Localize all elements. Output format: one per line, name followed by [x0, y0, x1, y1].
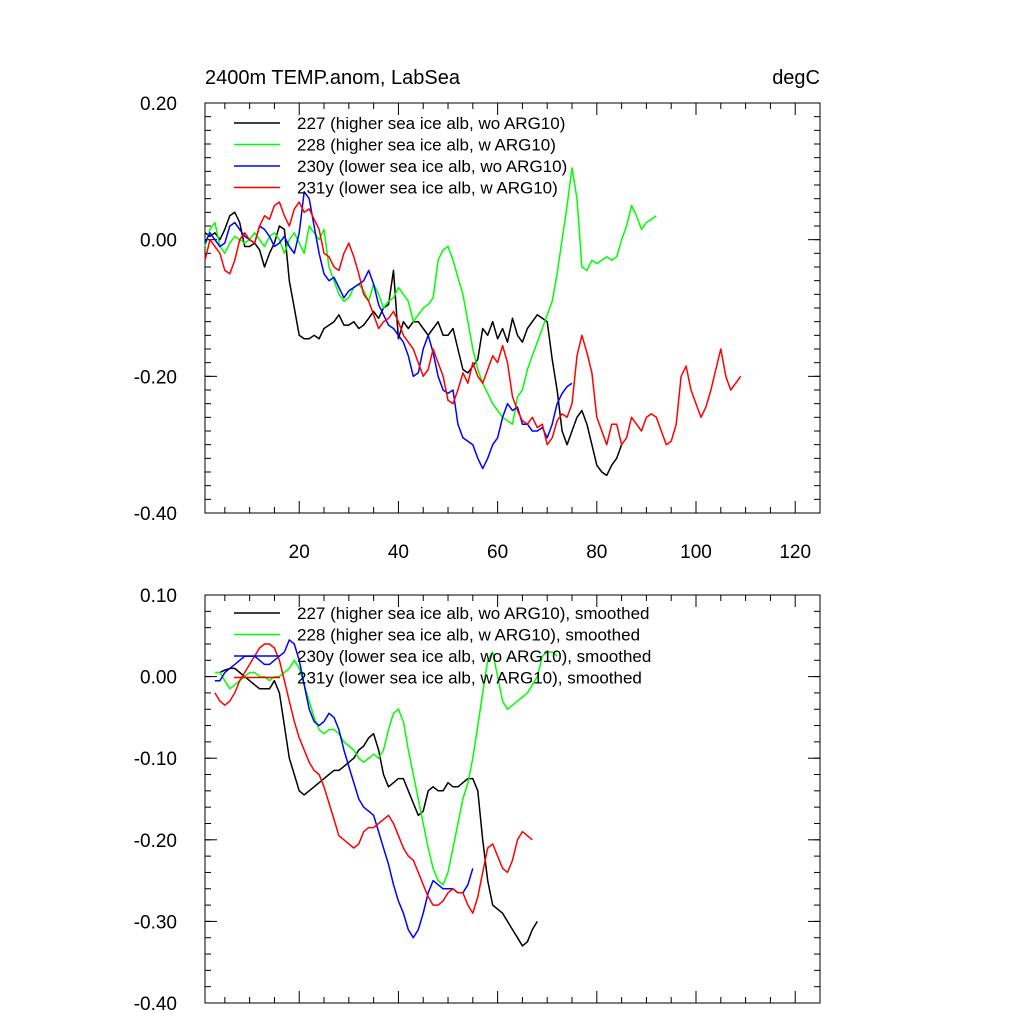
legend-label: 231y (lower sea ice alb, w ARG10), smoot…	[297, 669, 642, 688]
y-axis-labels: -0.40 -0.20 0.00 0.20	[134, 94, 177, 525]
y-tick-label: 0.10	[140, 586, 177, 607]
legend: 227 (higher sea ice alb, wo ARG10) 228 (h…	[234, 114, 567, 198]
series-line	[204, 201, 742, 446]
y-tick-label: 0.00	[140, 231, 177, 252]
series-line	[204, 191, 573, 470]
legend-label: 231y (lower sea ice alb, w ARG10)	[297, 179, 558, 198]
y-tick-label: -0.20	[134, 367, 177, 388]
y-tick-label: -0.30	[134, 912, 177, 933]
legend-label: 230y (lower sea ice alb, wo ARG10), smoo…	[297, 647, 651, 666]
y-tick-label: -0.20	[134, 831, 177, 852]
series-line	[204, 211, 623, 477]
legend-label: 228 (higher sea ice alb, w ARG10), smoot…	[297, 626, 640, 645]
axis-ticks	[205, 594, 821, 1004]
units-label: degC	[772, 67, 820, 89]
y-tick-label: -0.10	[134, 749, 177, 770]
series-line	[204, 167, 657, 425]
bottom-panel: -0.40 -0.30 -0.20 -0.10 0.00 0.10 227 (higher…	[134, 586, 821, 1015]
y-tick-label: 0.20	[140, 94, 177, 115]
series-line	[214, 651, 558, 886]
x-tick-label: 40	[388, 542, 409, 563]
x-tick-label: 80	[586, 542, 607, 563]
x-tick-label: 100	[680, 542, 712, 563]
y-tick-label: -0.40	[134, 994, 177, 1015]
legend: 227 (higher sea ice alb, wo ARG10), smoo…	[234, 604, 651, 688]
series-lines	[214, 639, 558, 947]
legend-label: 227 (higher sea ice alb, wo ARG10), smoo…	[297, 604, 649, 623]
chart-title: 2400m TEMP.anom, LabSea	[205, 67, 461, 89]
y-tick-label: -0.40	[134, 504, 177, 525]
axis-ticks	[205, 102, 821, 514]
series-line	[214, 639, 474, 939]
y-axis-labels: -0.40 -0.30 -0.20 -0.10 0.00 0.10	[134, 586, 177, 1015]
x-axis-labels: 20 40 60 80 100 120	[289, 542, 811, 563]
x-tick-label: 120	[779, 542, 811, 563]
series-lines	[204, 167, 742, 477]
legend-label: 227 (higher sea ice alb, wo ARG10)	[297, 114, 565, 133]
x-tick-label: 20	[289, 542, 310, 563]
legend-label: 228 (higher sea ice alb, w ARG10)	[297, 136, 556, 155]
series-line	[214, 643, 533, 914]
legend-label: 230y (lower sea ice alb, wo ARG10)	[297, 157, 567, 176]
x-tick-label: 60	[487, 542, 508, 563]
series-line	[219, 667, 538, 947]
top-panel: 2400m TEMP.anom, LabSea degC -0.40 -0.20 0…	[134, 67, 821, 563]
plot-frame	[204, 594, 821, 1004]
y-tick-label: 0.00	[140, 668, 177, 689]
